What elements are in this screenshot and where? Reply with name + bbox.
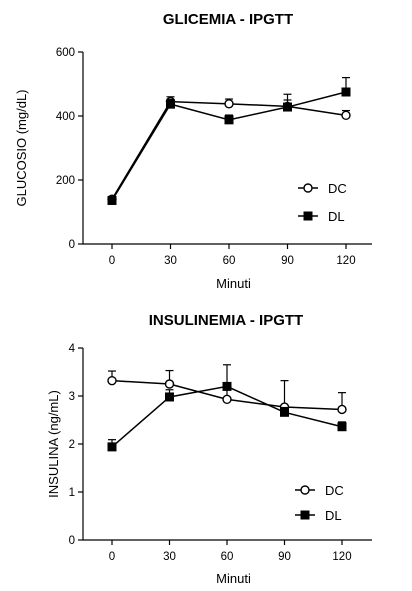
x-tick-label: 0 [109,255,115,267]
x-axis-label: Minuti [216,276,251,291]
data-point [166,99,175,109]
legend-label: DC [325,483,344,498]
data-point [224,99,234,109]
x-tick-label: 30 [164,255,177,267]
y-tick-label: 600 [56,47,75,59]
y-tick-label: 2 [69,439,75,451]
x-tick-label: 30 [163,551,176,563]
y-tick-label: 200 [56,175,75,187]
data-point [337,422,347,432]
y-tick-label: 0 [69,239,75,251]
x-tick-label: 120 [332,551,351,563]
legend-label: DL [328,209,345,224]
y-tick-label: 0 [69,535,75,547]
x-tick-label: 90 [281,255,294,267]
legend-item: DL [298,209,345,224]
data-point [222,381,232,391]
series-dc [107,369,347,415]
y-tick-label: 1 [69,487,75,499]
legend-swatch-marker [300,510,310,520]
x-tick-label: 60 [223,255,236,267]
legend-label: DC [328,181,347,196]
data-point [224,115,234,125]
legend-swatch-marker [303,183,313,193]
legend: DC DL [295,483,344,523]
legend: DC DL [298,181,347,224]
series-dc [107,96,351,204]
series-dl [107,76,351,205]
x-tick-label: 60 [221,551,234,563]
data-point [283,102,292,112]
y-tick-label: 4 [69,343,76,355]
chart-title: INSULINEMIA - IPGTT [149,312,303,329]
legend-item: DC [295,483,344,498]
y-tick-label: 400 [56,111,75,123]
x-tick-label: 0 [109,551,115,563]
y-tick-label: 3 [69,391,75,403]
legend-swatch-marker [303,211,313,221]
legend-item: DC [298,181,347,196]
x-axis-label: Minuti [216,571,251,586]
data-point [337,404,347,415]
data-point [280,407,289,417]
legend-item: DL [295,508,342,523]
data-point [107,442,117,452]
x-tick-label: 90 [278,551,291,563]
chart-title: GLICEMIA - IPGTT [163,11,293,28]
y-axis-label: INSULINA (ng/mL) [46,390,61,498]
data-point [341,110,351,121]
data-point [107,375,117,386]
chart-2: INSULINEMIA - IPGTT 0 1 2 3 4 0 30 60 90 120 Minuti… [46,312,372,586]
series-dl [107,364,347,452]
legend-swatch-marker [300,485,310,495]
legend-label: DL [325,508,342,523]
data-point [222,394,232,405]
data-point [165,392,174,402]
data-point [341,87,351,97]
chart-1: GLICEMIA - IPGTT 0 200 400 600 0 30 60 90 120 Minu… [14,11,372,291]
x-tick-label: 120 [336,255,355,267]
data-point [164,379,175,389]
y-axis-label: GLUCOSIO (mg/dL) [14,89,29,206]
data-point [107,195,117,205]
